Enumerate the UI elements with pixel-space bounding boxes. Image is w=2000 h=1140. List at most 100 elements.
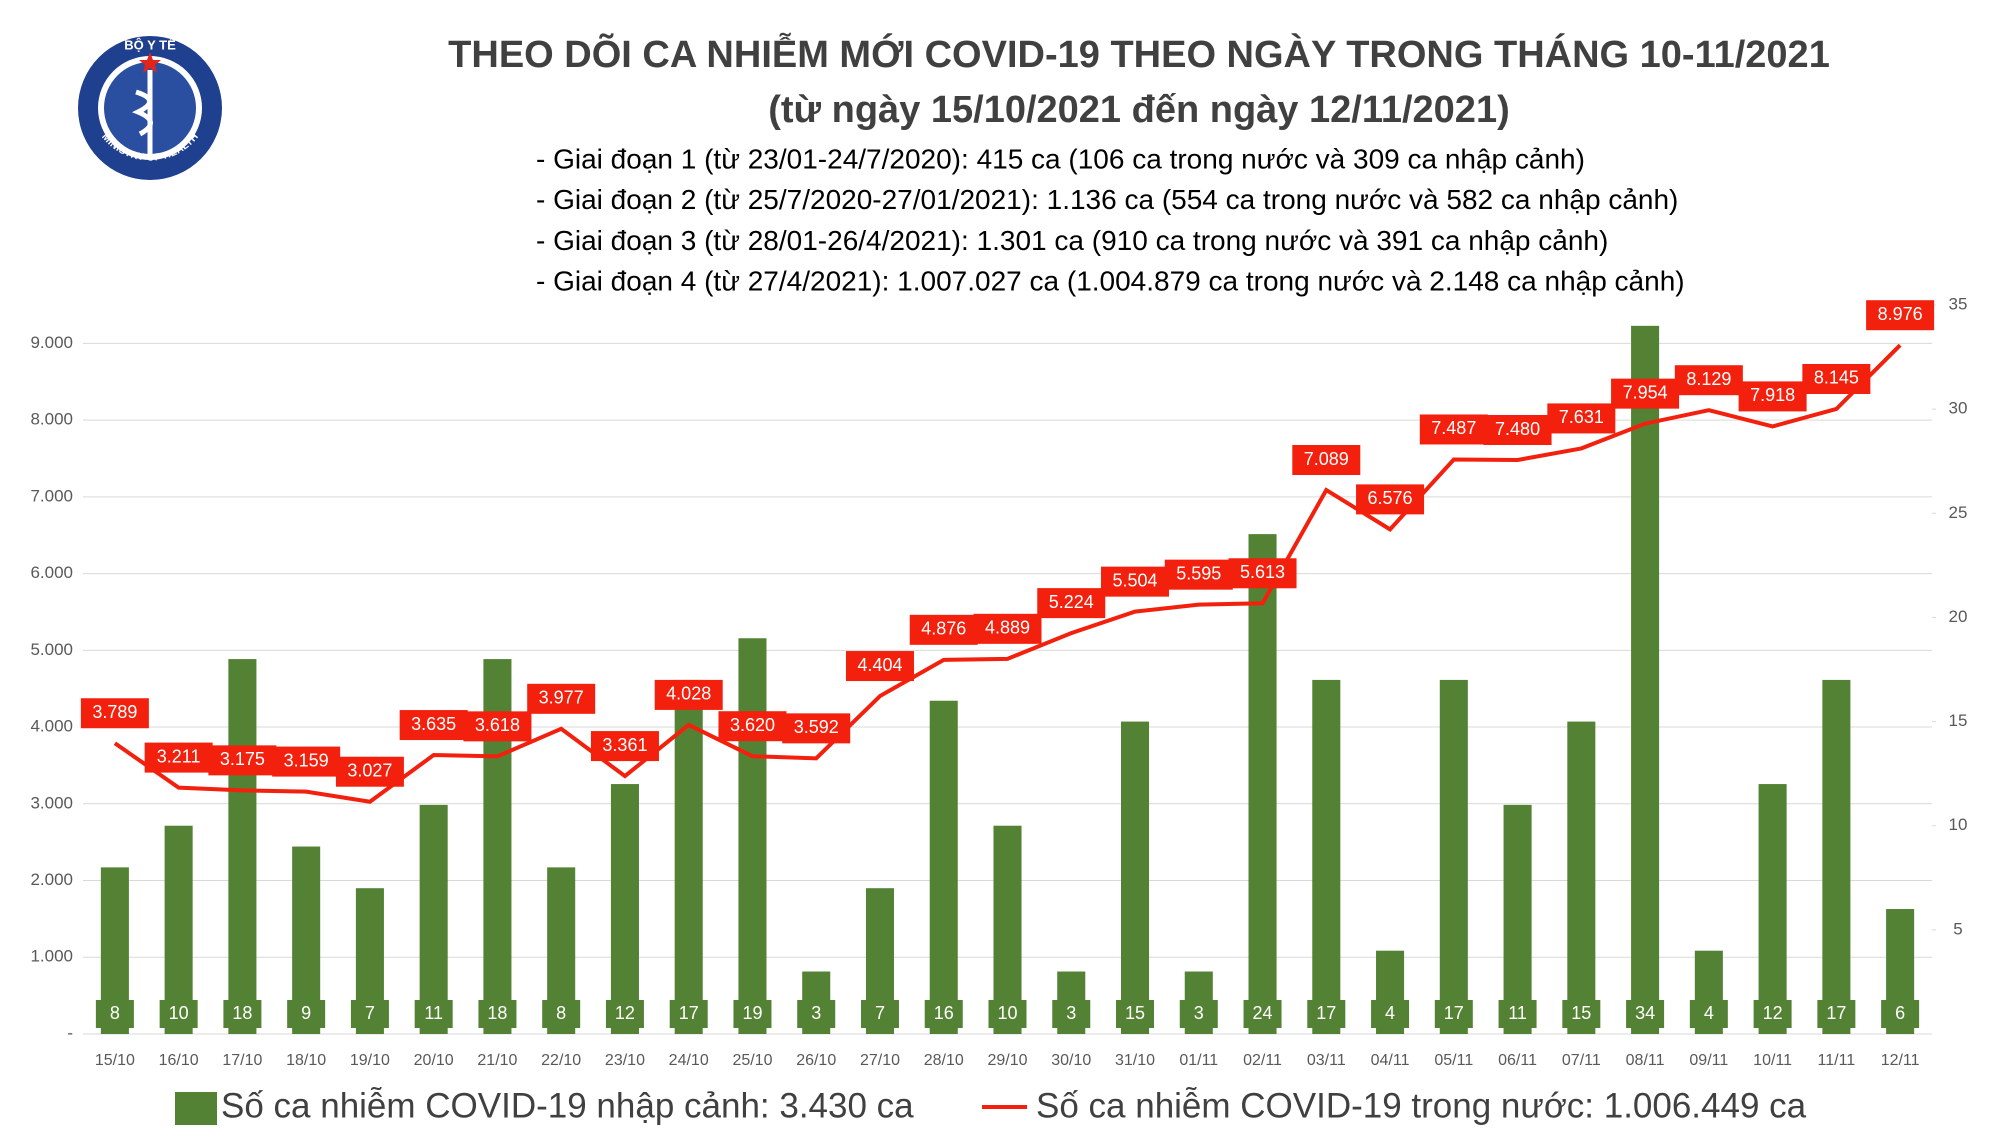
value-label-box (335, 756, 404, 787)
bar-label-box (1052, 1000, 1091, 1028)
value-label: 7.954 (1623, 382, 1668, 402)
bar-label: 3 (811, 1003, 821, 1023)
value-label: 7.089 (1304, 449, 1349, 469)
x-tick-label: 04/11 (1371, 1052, 1410, 1069)
bar-label-box (542, 1000, 581, 1028)
bar (228, 659, 257, 1034)
x-tick-label: 27/10 (860, 1052, 900, 1069)
bar-label-box (1817, 1000, 1856, 1028)
bar-label: 7 (365, 1003, 375, 1023)
bar-label-box (1307, 1000, 1346, 1028)
logo-star (139, 52, 161, 73)
bar-label-box (1753, 1000, 1792, 1028)
bar-label-box (1179, 1000, 1218, 1028)
bar (1567, 721, 1596, 1034)
legend-label: Số ca nhiễm COVID-19 trong nước: 1.006.4… (1036, 1086, 1807, 1125)
value-label: 7.631 (1559, 407, 1604, 427)
value-label: 3.789 (92, 702, 137, 722)
value-label: 3.635 (411, 714, 456, 734)
value-label: 3.977 (539, 688, 584, 708)
bar-label: 17 (679, 1003, 699, 1023)
value-label-box (973, 613, 1042, 644)
value-label-box (1356, 484, 1425, 515)
x-tick-label: 18/10 (286, 1052, 326, 1069)
bar-label-box (1689, 1000, 1728, 1028)
bar-label: 10 (169, 1003, 189, 1023)
x-tick-label: 12/11 (1881, 1052, 1920, 1069)
x-tick-label: 16/10 (159, 1052, 199, 1069)
bar-label: 12 (615, 1003, 635, 1023)
logo-top: BỘ Y TẾ (124, 37, 176, 52)
value-label-box (1419, 414, 1488, 445)
bar (1758, 784, 1787, 1034)
x-tick-label: 05/11 (1434, 1052, 1473, 1069)
value-label: 7.487 (1431, 418, 1476, 438)
y2-tick-label: 20 (1949, 607, 1968, 626)
value-label: 4.028 (666, 684, 711, 704)
value-label: 7.480 (1495, 419, 1540, 439)
bar-label: 34 (1635, 1003, 1655, 1023)
bar-label: 15 (1125, 1003, 1145, 1023)
x-tick-label: 31/10 (1115, 1052, 1155, 1069)
value-label-box (80, 698, 149, 729)
bar-label: 19 (742, 1003, 762, 1023)
bar-label: 4 (1385, 1003, 1395, 1023)
y-tick-label: 3.000 (30, 793, 73, 812)
bar-label-box (1116, 1000, 1155, 1028)
y-tick-label: 2.000 (30, 870, 73, 889)
note: - Giai đoạn 1 (từ 23/01-24/7/2020): 415 … (536, 143, 1585, 174)
value-label-box (1228, 558, 1297, 589)
x-tick-label: 08/11 (1626, 1052, 1665, 1069)
bar-label-box (223, 1000, 262, 1028)
bar (1120, 721, 1150, 1034)
value-label: 8.976 (1878, 304, 1923, 324)
chart-title: THEO DÕI CA NHIỄM MỚI COVID-19 THEO NGÀY… (448, 32, 1830, 76)
bar-label: 3 (1066, 1003, 1076, 1023)
bar (1312, 679, 1341, 1034)
bar-label: 12 (1763, 1003, 1783, 1023)
x-tick-label: 17/10 (222, 1052, 262, 1069)
y2-tick-label: 30 (1949, 399, 1968, 418)
value-label-box (1164, 559, 1233, 590)
y-tick-label: 1.000 (30, 947, 73, 966)
y-tick-label: - (67, 1023, 73, 1042)
value-label-box (590, 731, 659, 762)
y-tick-label: 5.000 (30, 640, 73, 659)
bar (929, 700, 958, 1034)
value-label-box (272, 746, 341, 777)
value-label-box (144, 742, 213, 773)
x-tick-label: 02/11 (1243, 1052, 1282, 1069)
bar-label-box (350, 1000, 389, 1028)
x-tick-label: 21/10 (477, 1052, 517, 1069)
bar (993, 825, 1022, 1034)
logo: BỘ Y TẾ MINISTRY OF HEALTH (78, 36, 222, 180)
value-label-box (1101, 566, 1170, 597)
value-label-box (1037, 588, 1106, 619)
value-label-box (1802, 363, 1871, 394)
bar-label-box (733, 1000, 772, 1028)
bar-label: 6 (1895, 1003, 1905, 1023)
bar-label: 17 (1444, 1003, 1464, 1023)
x-tick-label: 28/10 (924, 1052, 964, 1069)
x-tick-label: 15/10 (95, 1052, 135, 1069)
value-label: 5.595 (1176, 563, 1221, 583)
y2-tick-label: 5 (1953, 919, 1962, 938)
value-label-box (527, 683, 596, 714)
bar (419, 804, 448, 1034)
value-label-box (463, 711, 532, 742)
value-label-box (1674, 365, 1743, 396)
value-label: 3.027 (347, 760, 392, 780)
x-tick-label: 03/11 (1307, 1052, 1346, 1069)
bar-label-box (1371, 1000, 1410, 1028)
bar-label-box (478, 1000, 517, 1028)
y2-tick-label: 35 (1949, 294, 1968, 313)
bar-label-box (988, 1000, 1027, 1028)
logo-emblem (132, 70, 153, 155)
legend-swatch (175, 1092, 217, 1125)
bar-label: 16 (934, 1003, 954, 1023)
value-label-box (782, 713, 851, 744)
legend-label: Số ca nhiễm COVID-19 nhập cảnh: 3.430 ca (221, 1086, 914, 1125)
bar-label: 18 (232, 1003, 252, 1023)
x-tick-label: 09/11 (1689, 1052, 1728, 1069)
